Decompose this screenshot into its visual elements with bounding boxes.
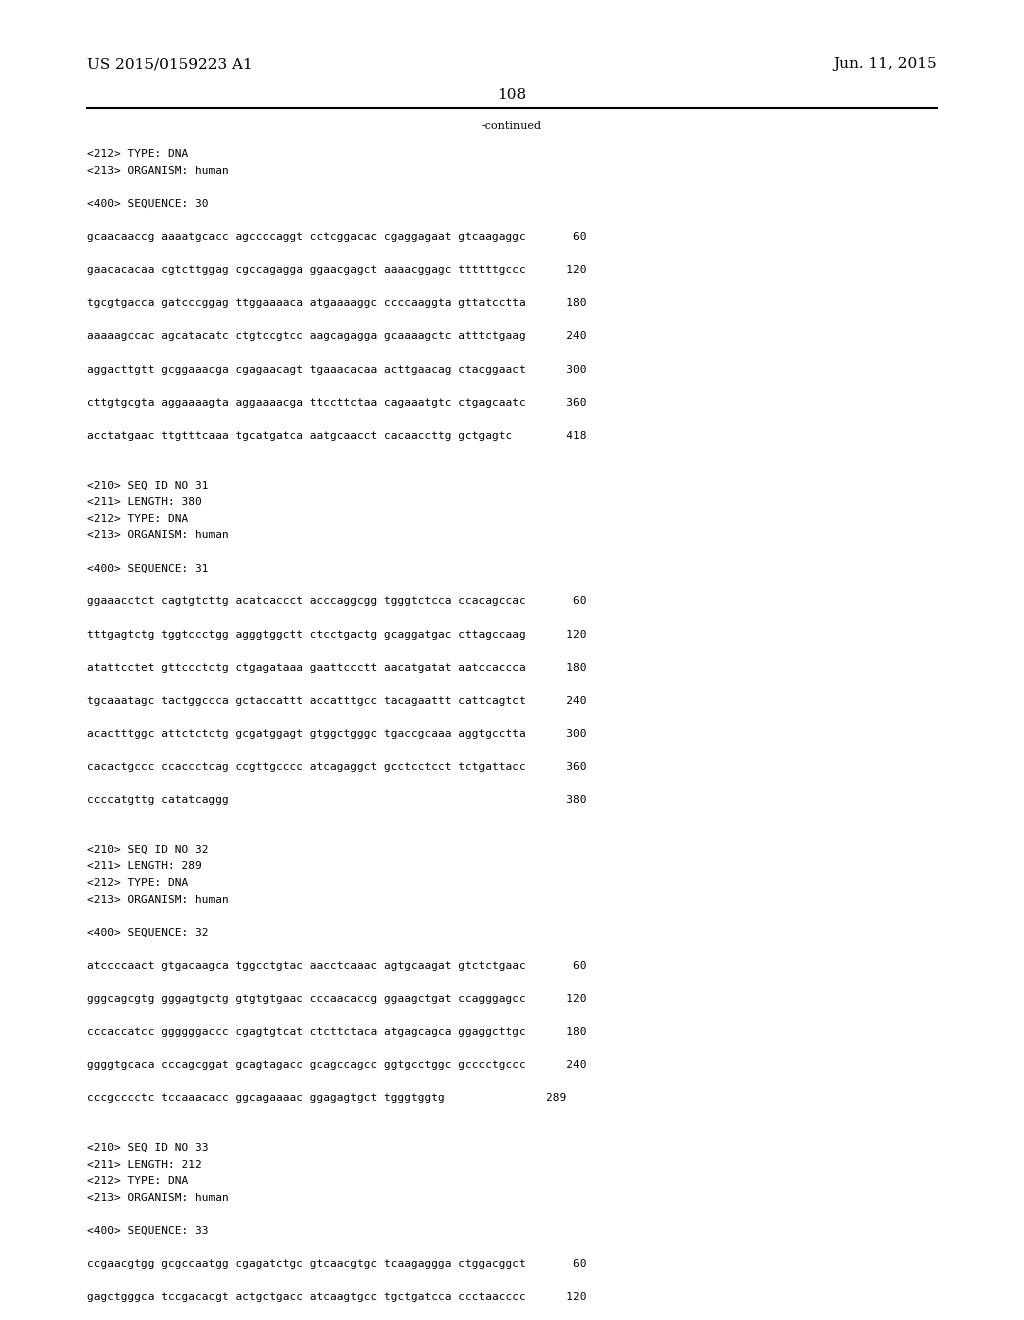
Text: acactttggc attctctctg gcgatggagt gtggctgggc tgaccgcaaa aggtgcctta      300: acactttggc attctctctg gcgatggagt gtggctg… (87, 729, 587, 739)
Text: <400> SEQUENCE: 31: <400> SEQUENCE: 31 (87, 564, 209, 573)
Text: tttgagtctg tggtccctgg agggtggctt ctcctgactg gcaggatgac cttagccaag      120: tttgagtctg tggtccctgg agggtggctt ctcctga… (87, 630, 587, 640)
Text: <212> TYPE: DNA: <212> TYPE: DNA (87, 513, 188, 524)
Text: ccccatgttg catatcaggg                                                  380: ccccatgttg catatcaggg 380 (87, 795, 587, 805)
Text: ggaaacctct cagtgtcttg acatcaccct acccaggcgg tgggtctcca ccacagccac       60: ggaaacctct cagtgtcttg acatcaccct acccagg… (87, 597, 587, 606)
Text: <213> ORGANISM: human: <213> ORGANISM: human (87, 895, 228, 904)
Text: <212> TYPE: DNA: <212> TYPE: DNA (87, 149, 188, 160)
Text: Jun. 11, 2015: Jun. 11, 2015 (834, 58, 937, 71)
Text: gcaacaaccg aaaatgcacc agccccaggt cctcggacac cgaggagaat gtcaagaggc       60: gcaacaaccg aaaatgcacc agccccaggt cctcgga… (87, 232, 587, 242)
Text: <211> LENGTH: 380: <211> LENGTH: 380 (87, 498, 202, 507)
Text: cccaccatcc ggggggaccc cgagtgtcat ctcttctaca atgagcagca ggaggcttgc      180: cccaccatcc ggggggaccc cgagtgtcat ctcttct… (87, 1027, 587, 1038)
Text: atattcctet gttccctctg ctgagataaa gaattccctt aacatgatat aatccaccca      180: atattcctet gttccctctg ctgagataaa gaattcc… (87, 663, 587, 673)
Text: <210> SEQ ID NO 33: <210> SEQ ID NO 33 (87, 1143, 209, 1154)
Text: US 2015/0159223 A1: US 2015/0159223 A1 (87, 58, 253, 71)
Text: <210> SEQ ID NO 31: <210> SEQ ID NO 31 (87, 480, 209, 491)
Text: atccccaact gtgacaagca tggcctgtac aacctcaaac agtgcaagat gtctctgaac       60: atccccaact gtgacaagca tggcctgtac aacctca… (87, 961, 587, 972)
Text: <213> ORGANISM: human: <213> ORGANISM: human (87, 166, 228, 176)
Text: <400> SEQUENCE: 33: <400> SEQUENCE: 33 (87, 1226, 209, 1236)
Text: <400> SEQUENCE: 30: <400> SEQUENCE: 30 (87, 199, 209, 209)
Text: <213> ORGANISM: human: <213> ORGANISM: human (87, 1193, 228, 1203)
Text: <212> TYPE: DNA: <212> TYPE: DNA (87, 1176, 188, 1187)
Text: -continued: -continued (482, 121, 542, 132)
Text: <211> LENGTH: 212: <211> LENGTH: 212 (87, 1160, 202, 1170)
Text: acctatgaac ttgtttcaaa tgcatgatca aatgcaacct cacaaccttg gctgagtc        418: acctatgaac ttgtttcaaa tgcatgatca aatgcaa… (87, 430, 587, 441)
Text: cccgcccctc tccaaacacc ggcagaaaac ggagagtgct tgggtggtg               289: cccgcccctc tccaaacacc ggcagaaaac ggagagt… (87, 1093, 566, 1104)
Text: aggacttgtt gcggaaacga cgagaacagt tgaaacacaa acttgaacag ctacggaact      300: aggacttgtt gcggaaacga cgagaacagt tgaaaca… (87, 364, 587, 375)
Text: <210> SEQ ID NO 32: <210> SEQ ID NO 32 (87, 845, 209, 855)
Text: cacactgccc ccaccctcag ccgttgcccc atcagaggct gcctcctcct tctgattacc      360: cacactgccc ccaccctcag ccgttgcccc atcagag… (87, 762, 587, 772)
Text: gggcagcgtg gggagtgctg gtgtgtgaac cccaacaccg ggaagctgat ccagggagcc      120: gggcagcgtg gggagtgctg gtgtgtgaac cccaaca… (87, 994, 587, 1005)
Text: aaaaagccac agcatacatc ctgtccgtcc aagcagagga gcaaaagctc atttctgaag      240: aaaaagccac agcatacatc ctgtccgtcc aagcaga… (87, 331, 587, 342)
Text: gagctgggca tccgacacgt actgctgacc atcaagtgcc tgctgatcca ccctaacccc      120: gagctgggca tccgacacgt actgctgacc atcaagt… (87, 1292, 587, 1303)
Text: <213> ORGANISM: human: <213> ORGANISM: human (87, 531, 228, 540)
Text: gaacacacaa cgtcttggag cgccagagga ggaacgagct aaaacggagc ttttttgccc      120: gaacacacaa cgtcttggag cgccagagga ggaacga… (87, 265, 587, 275)
Text: tgcgtgacca gatcccggag ttggaaaaca atgaaaaggc ccccaaggta gttatcctta      180: tgcgtgacca gatcccggag ttggaaaaca atgaaaa… (87, 298, 587, 309)
Text: ccgaacgtgg gcgccaatgg cgagatctgc gtcaacgtgc tcaagaggga ctggacggct       60: ccgaacgtgg gcgccaatgg cgagatctgc gtcaacg… (87, 1259, 587, 1269)
Text: tgcaaatagc tactggccca gctaccattt accatttgcc tacagaattt cattcagtct      240: tgcaaatagc tactggccca gctaccattt accattt… (87, 696, 587, 706)
Text: <212> TYPE: DNA: <212> TYPE: DNA (87, 878, 188, 888)
Text: cttgtgcgta aggaaaagta aggaaaacga ttccttctaa cagaaatgtc ctgagcaatc      360: cttgtgcgta aggaaaagta aggaaaacga ttccttc… (87, 397, 587, 408)
Text: ggggtgcaca cccagcggat gcagtagacc gcagccagcc ggtgcctggc gcccctgccc      240: ggggtgcaca cccagcggat gcagtagacc gcagcca… (87, 1060, 587, 1071)
Text: <211> LENGTH: 289: <211> LENGTH: 289 (87, 862, 202, 871)
Text: 108: 108 (498, 88, 526, 103)
Text: <400> SEQUENCE: 32: <400> SEQUENCE: 32 (87, 928, 209, 937)
